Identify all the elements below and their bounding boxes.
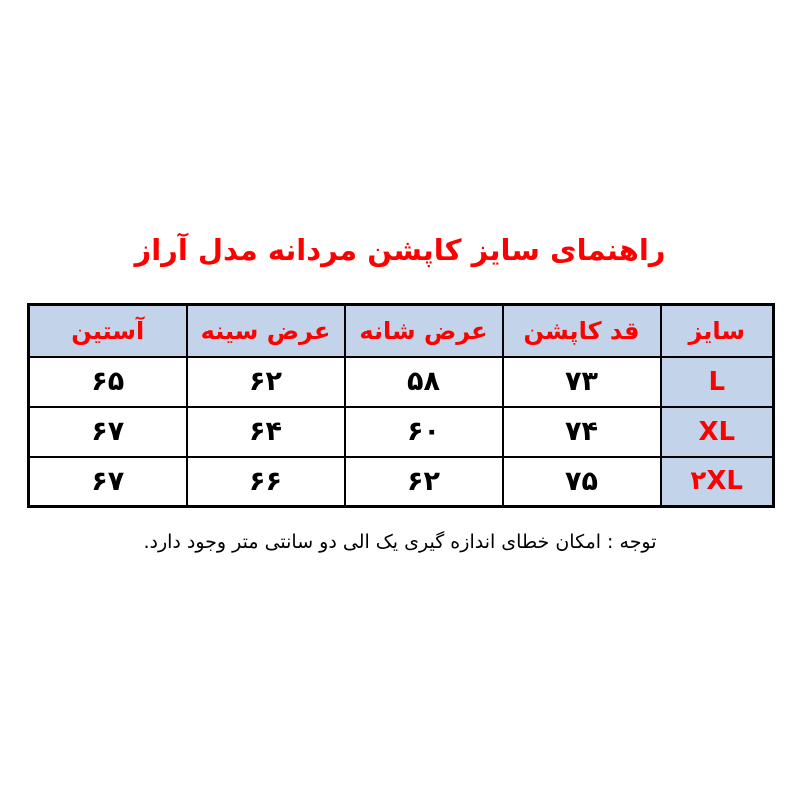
table-cell-shoulder-width: ۶۰ [343,405,504,458]
column-header-sleeve: آستین [27,303,188,358]
column-header-chest-width: عرض سینه [185,303,346,358]
table-row-l: L ۷۳ ۵۸ ۶۲ ۶۵ [27,355,775,408]
table-row-2xl: ۲XL ۷۵ ۶۲ ۶۶ ۶۷ [27,455,775,508]
column-header-size: سایز [659,303,775,358]
table-cell-jacket-length: ۷۵ [501,455,662,508]
column-header-shoulder-width: عرض شانه [343,303,504,358]
size-label: XL [659,405,775,458]
table-cell-sleeve: ۶۷ [27,405,188,458]
table-cell-jacket-length: ۷۴ [501,405,662,458]
page-title: راهنمای سایز کاپشن مردانه مدل آراز [134,233,666,267]
column-header-jacket-length: قد کاپشن [501,303,662,358]
table-cell-sleeve: ۶۵ [27,355,188,408]
measurement-error-note: توجه : امکان خطای اندازه گیری یک الی دو … [143,531,657,553]
table-cell-jacket-length: ۷۳ [501,355,662,408]
table-cell-chest-width: ۶۶ [185,455,346,508]
table-row-xl: XL ۷۴ ۶۰ ۶۴ ۶۷ [27,405,775,458]
table-header-row: سایز قد کاپشن عرض شانه عرض سینه آستین [27,303,775,358]
table-cell-shoulder-width: ۶۲ [343,455,504,508]
size-label: L [659,355,775,408]
table-cell-sleeve: ۶۷ [27,455,188,508]
size-chart-table: سایز قد کاپشن عرض شانه عرض سینه آستین L … [27,303,775,508]
table-cell-chest-width: ۶۴ [185,405,346,458]
table-cell-chest-width: ۶۲ [185,355,346,408]
size-label: ۲XL [659,455,775,508]
table-cell-shoulder-width: ۵۸ [343,355,504,408]
